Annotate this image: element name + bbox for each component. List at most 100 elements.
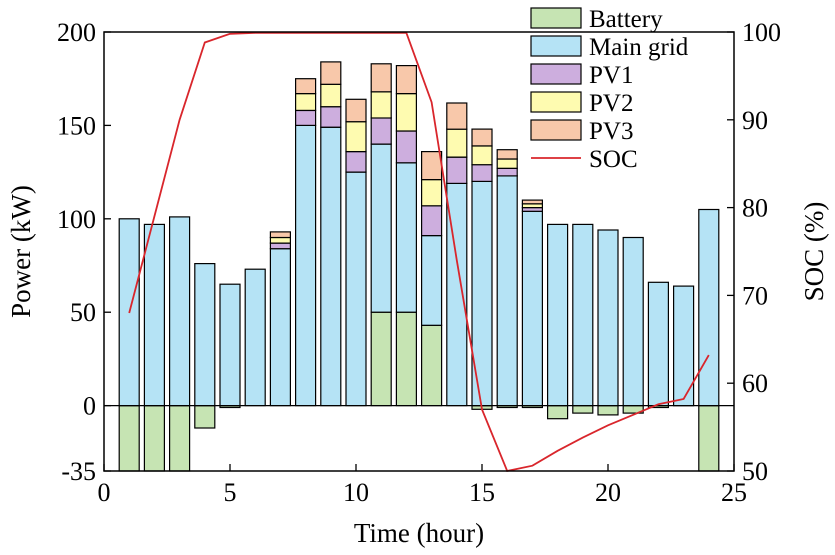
- bar-pv2-17: [521, 203, 544, 209]
- bar-battery-13: [421, 324, 443, 407]
- bar-pv1-15: [471, 164, 493, 183]
- bar-main-grid-13: [421, 235, 443, 326]
- bar-pv1-10: [345, 151, 367, 173]
- y-tick-label: 100: [57, 205, 96, 234]
- bar-main-grid-16: [496, 175, 518, 407]
- legend-label-pv3: PV3: [589, 118, 633, 145]
- legend-swatch-main-grid: [530, 35, 582, 57]
- bar-battery-4: [194, 405, 216, 429]
- legend-swatch-battery: [530, 7, 582, 29]
- bar-pv2-11: [370, 91, 392, 119]
- x-tick-label: 0: [98, 478, 111, 507]
- bar-pv3-17: [521, 199, 544, 205]
- bar-battery-19: [572, 405, 594, 414]
- x-tick-label: 5: [224, 478, 237, 507]
- legend-label-soc: SOC: [589, 146, 638, 173]
- bar-main-grid-21: [622, 236, 644, 407]
- bar-battery-3: [169, 405, 191, 472]
- y-tick-label: -35: [61, 457, 96, 486]
- bar-pv2-7: [269, 236, 291, 244]
- y2-tick-label: 70: [742, 281, 768, 310]
- bar-pv2-10: [345, 121, 367, 153]
- y-tick-label: 200: [57, 18, 96, 47]
- legend-label-battery: Battery: [589, 6, 663, 33]
- bar-main-grid-12: [395, 162, 417, 313]
- y2-axis-label: SOC (%): [799, 202, 829, 302]
- legend-swatch-pv3: [530, 119, 582, 141]
- y2-tick-label: 90: [742, 106, 768, 135]
- bar-main-grid-19: [572, 223, 594, 407]
- bar-pv3-12: [395, 64, 417, 95]
- bar-pv3-15: [471, 128, 493, 147]
- y-tick-label: 0: [83, 392, 96, 421]
- bar-battery-2: [143, 405, 165, 472]
- bar-main-grid-24: [698, 208, 720, 407]
- x-tick-label: 15: [469, 478, 495, 507]
- bar-pv3-7: [269, 231, 291, 239]
- bar-main-grid-6: [244, 268, 266, 407]
- bar-battery-1: [118, 405, 140, 472]
- bar-pv2-14: [446, 128, 468, 158]
- plot-frame: [103, 31, 735, 472]
- y2-tick-label: 60: [742, 369, 768, 398]
- soc-line: [128, 32, 710, 473]
- bar-main-grid-11: [370, 143, 392, 313]
- bar-main-grid-10: [345, 171, 367, 407]
- legend-label-pv2: PV2: [589, 90, 633, 117]
- bar-main-grid-7: [269, 248, 291, 407]
- bar-main-grid-3: [169, 216, 191, 407]
- bar-battery-18: [546, 405, 569, 420]
- x-tick-label: 10: [343, 478, 369, 507]
- bar-pv1-9: [320, 106, 342, 128]
- x-axis-label: Time (hour): [354, 518, 484, 548]
- y-tick-label: 150: [57, 111, 96, 140]
- y2-tick-label: 100: [742, 18, 781, 47]
- bar-main-grid-18: [546, 223, 569, 407]
- bar-pv3-14: [446, 102, 468, 130]
- bar-pv1-13: [421, 205, 443, 237]
- bar-pv2-8: [295, 92, 317, 111]
- bar-pv1-12: [395, 130, 417, 164]
- x-tick-label: 20: [595, 478, 621, 507]
- x-tick-label: 25: [721, 478, 747, 507]
- bar-main-grid-4: [194, 263, 216, 407]
- bar-pv1-7: [269, 242, 291, 250]
- bar-pv1-11: [370, 117, 392, 145]
- bar-battery-11: [370, 311, 392, 407]
- bar-battery-12: [395, 311, 417, 407]
- bar-pv3-16: [496, 149, 518, 160]
- bar-pv2-15: [471, 145, 493, 166]
- bar-pv2-13: [421, 179, 443, 207]
- legend-label-pv1: PV1: [589, 62, 633, 89]
- bar-pv3-13: [421, 151, 443, 181]
- bar-main-grid-17: [521, 210, 544, 407]
- bar-main-grid-8: [295, 124, 317, 407]
- bar-pv3-8: [295, 78, 317, 95]
- legend-swatch-pv2: [530, 91, 582, 113]
- bar-pv2-9: [320, 83, 342, 108]
- legend-label-main-grid: Main grid: [589, 34, 689, 61]
- y-tick-label: 50: [70, 298, 96, 327]
- bar-pv3-10: [345, 98, 367, 123]
- y2-tick-label: 50: [742, 457, 768, 486]
- bar-pv1-16: [496, 167, 518, 177]
- y-axis-label: Power (kW): [6, 185, 36, 318]
- bar-battery-20: [597, 405, 619, 416]
- bar-pv3-9: [320, 61, 342, 85]
- bar-pv3-11: [370, 63, 392, 93]
- legend-swatch-pv1: [530, 63, 582, 85]
- bar-pv2-16: [496, 158, 518, 169]
- y2-tick-label: 80: [742, 194, 768, 223]
- bar-pv1-14: [446, 156, 468, 184]
- bar-battery-24: [698, 405, 720, 472]
- bar-pv2-12: [395, 92, 417, 132]
- bar-main-grid-5: [219, 283, 241, 407]
- bar-main-grid-22: [647, 281, 670, 407]
- bar-pv1-8: [295, 109, 317, 126]
- bar-main-grid-2: [143, 223, 165, 407]
- bar-main-grid-20: [597, 229, 619, 407]
- bar-series-group: [118, 61, 720, 472]
